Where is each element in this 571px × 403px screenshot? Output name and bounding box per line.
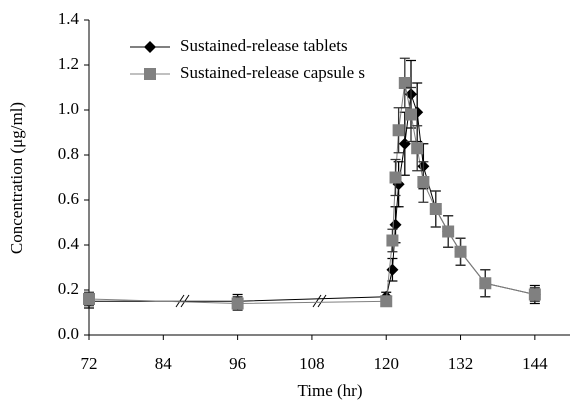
marker [528,288,541,301]
marker [398,137,411,150]
marker [83,293,95,305]
series-line [89,94,535,302]
marker [479,277,492,290]
y-tick-label: 0.4 [58,234,80,253]
marker [386,263,399,276]
x-tick-label: 132 [448,354,474,373]
y-tick-label: 1.4 [58,9,80,28]
x-tick-label: 72 [81,354,98,373]
marker [231,297,244,310]
marker [454,245,467,258]
x-tick-label: 96 [229,354,246,373]
y-tick-label: 0.0 [58,324,79,343]
marker [429,203,442,215]
marker [392,124,405,137]
marker [389,171,402,184]
series-line [88,82,535,305]
legend-label: Sustained-release capsule s [180,63,365,82]
marker [405,108,417,121]
legend-marker [144,41,156,53]
marker [442,225,455,238]
y-tick-label: 0.6 [58,189,79,208]
x-axis-title: Time (hr) [297,381,362,400]
marker [386,234,399,247]
legend-label: Sustained-release tablets [180,36,348,55]
x-tick-label: 108 [299,354,325,373]
x-tick-label: 120 [373,354,399,373]
marker [398,77,411,89]
marker [417,176,430,188]
marker [380,295,393,308]
y-tick-label: 0.8 [58,144,79,163]
x-tick-label: 84 [155,354,173,373]
y-axis-title: Concentration (μg/ml) [7,102,26,254]
y-tick-label: 0.2 [58,279,79,298]
x-tick-label: 144 [522,354,548,373]
y-tick-label: 1.2 [58,54,79,73]
marker [411,142,424,155]
legend-marker [144,68,156,80]
marker [389,218,402,231]
y-tick-label: 1.0 [58,99,79,118]
